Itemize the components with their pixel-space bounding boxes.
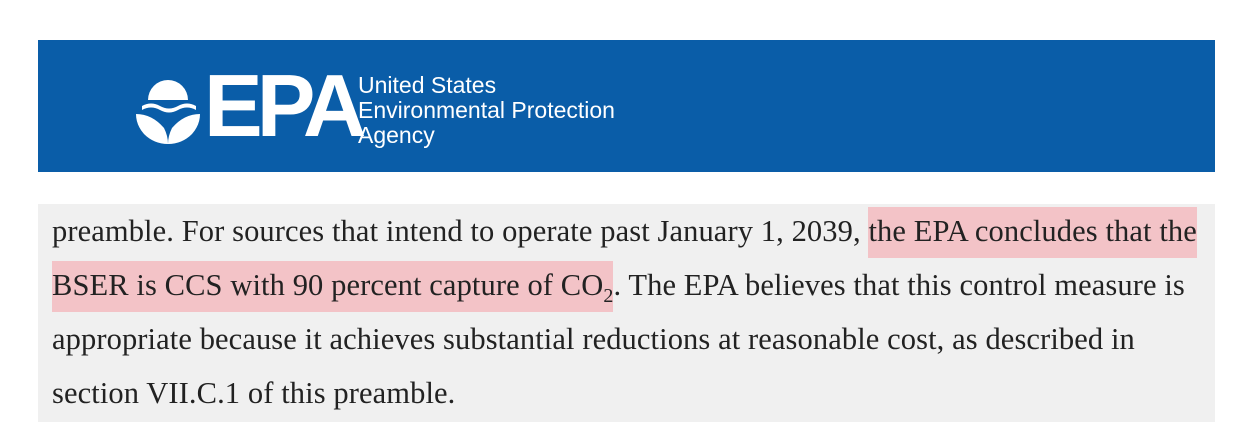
agency-name-line-3: Agency xyxy=(358,122,435,148)
agency-name: United States Environmental Protection A… xyxy=(358,73,615,148)
excerpt-text-after-highlight: . The EPA believes that this control mea… xyxy=(52,268,1185,410)
agency-name-line-1: United States xyxy=(358,72,497,98)
epa-flower-logo-icon xyxy=(136,80,200,144)
co2-subscript: 2 xyxy=(603,285,614,308)
epa-wordmark: EPA xyxy=(204,56,366,155)
excerpt-text-before-highlight: preamble. For sources that intend to ope… xyxy=(52,214,869,248)
highlighted-text: the EPA concludes that the BSER is CCS w… xyxy=(52,214,1197,302)
epa-header-banner: EPA United States Environmental Protecti… xyxy=(38,40,1215,172)
excerpt-paragraph: preamble. For sources that intend to ope… xyxy=(52,204,1212,420)
agency-name-line-2: Environmental Protection xyxy=(358,97,615,123)
document-excerpt: preamble. For sources that intend to ope… xyxy=(38,204,1215,422)
